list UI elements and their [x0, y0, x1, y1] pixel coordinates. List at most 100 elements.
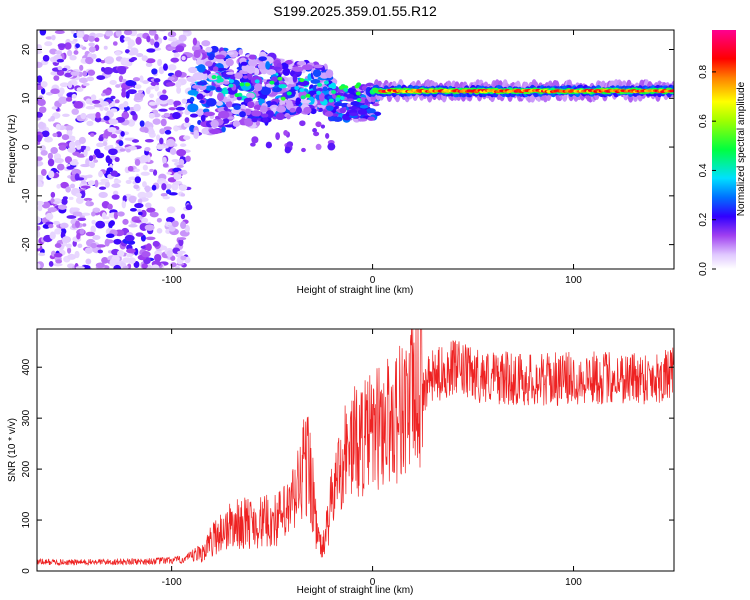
spectrogram-cell — [173, 52, 180, 58]
spectrogram-cell — [271, 66, 282, 70]
spectrogram-y-ticks: -20 -10 0 10 20 — [21, 44, 674, 252]
spectrogram-cell — [112, 190, 119, 196]
spectrogram-cell — [327, 142, 336, 151]
spectrogram-cell — [159, 128, 166, 135]
spectrogram-cell — [75, 43, 80, 49]
spectrogram-cell — [357, 118, 368, 122]
snr-x-tick-label: 100 — [565, 577, 582, 588]
spectrogram-cell — [113, 179, 122, 184]
spectrogram-cell — [55, 259, 63, 264]
spectrogram-cell — [41, 130, 50, 138]
spectrogram-cell — [101, 66, 106, 72]
spectrogram-cell — [318, 92, 325, 102]
spectrogram-cell — [105, 233, 115, 238]
spectrogram-cell — [165, 216, 175, 223]
spectrogram-cell — [191, 84, 201, 89]
spectrogram-cell — [37, 134, 42, 143]
figure-title: S199.2025.359.01.55.R12 — [273, 3, 437, 19]
spectrogram-cell — [180, 221, 187, 229]
spectrogram-cell — [76, 144, 82, 150]
spectrogram-cell — [246, 92, 255, 99]
spectrogram-cell — [55, 50, 63, 55]
spectrogram-cell — [325, 132, 330, 139]
spectrogram-cell — [142, 181, 147, 188]
spectrogram-cell — [92, 207, 101, 213]
colorbar-tick-label: 0.4 — [698, 163, 709, 177]
spectrogram-cell — [107, 127, 117, 133]
spectrogram-cell — [69, 160, 79, 166]
spectrogram-cell — [223, 80, 230, 85]
spectrogram-cell — [98, 136, 104, 142]
spectrogram-cell — [118, 140, 124, 147]
spectrogram-cell — [109, 80, 117, 86]
spectrogram-cell — [152, 169, 158, 176]
snr-y-tick-label: 200 — [21, 460, 32, 477]
spectrogram-cell — [154, 253, 162, 262]
spectrogram-cell — [175, 265, 180, 269]
spectrogram-cell — [112, 41, 118, 46]
colorbar-label: Normalized spectral amplitude — [736, 81, 747, 216]
spectrogram-cell — [135, 232, 144, 237]
spectrogram-cell — [134, 176, 141, 184]
colorbar: 0.0 0.2 0.4 0.6 0.8 Normalized spectral ampl… — [698, 30, 747, 276]
spectrogram-cell — [123, 36, 131, 42]
spectrogram-cell — [56, 58, 65, 63]
spectrogram-cell — [125, 148, 131, 153]
spectrogram-cell — [310, 79, 321, 84]
spectrogram-cell — [72, 151, 80, 156]
spectrogram-cell — [320, 124, 326, 129]
spectrogram-cell — [300, 95, 306, 100]
spectrogram-cell — [262, 117, 269, 123]
spectrogram-cell — [215, 67, 228, 71]
spectrogram-cell — [137, 89, 143, 94]
spectrogram-cell — [83, 197, 93, 202]
spectrogram-cell — [177, 170, 184, 175]
spectrogram-cell — [164, 129, 172, 135]
spectrogram-cell — [164, 221, 173, 226]
spectrogram-cell — [131, 139, 140, 143]
spectrogram-cell — [89, 161, 96, 169]
spectrogram-cell — [159, 245, 168, 251]
spectrogram-cell — [67, 81, 73, 89]
spectrogram-cell — [303, 106, 312, 114]
spectrogram-cell — [55, 131, 62, 138]
spectrogram-cell — [144, 224, 155, 231]
spectrogram-cell — [192, 72, 205, 81]
spectrogram-cell — [111, 194, 120, 200]
spectrogram-cell — [42, 54, 50, 62]
spectrogram-cell — [85, 231, 95, 237]
spectrogram-cell — [145, 243, 152, 252]
spectrogram-cell — [180, 213, 186, 220]
spectrogram-cell — [104, 56, 115, 65]
spectrogram-cell — [108, 118, 119, 125]
spectrogram-cell — [158, 66, 165, 75]
spectrogram-cell — [76, 31, 84, 38]
spectrogram-cell — [79, 228, 85, 235]
spectrogram-cell — [179, 143, 187, 147]
spectrogram-cell — [40, 81, 48, 88]
spectrogram-cell — [78, 77, 88, 84]
spectrogram-cell — [187, 66, 198, 74]
spectrogram-cell — [106, 167, 114, 173]
spectrogram-cell — [171, 220, 179, 228]
spectrogram-cell — [39, 30, 47, 36]
spectrogram-cell — [154, 41, 160, 48]
spectrogram-cell — [144, 146, 151, 152]
spectrogram-cell — [91, 219, 96, 225]
spectrogram-cell — [130, 110, 136, 116]
spectrogram-cell — [51, 34, 56, 41]
spectrogram-cell — [251, 117, 258, 123]
spectrogram-cell — [91, 53, 97, 60]
spectrogram-cell — [356, 82, 362, 87]
spectrogram-cell — [258, 56, 267, 62]
spectrogram-cell — [139, 154, 149, 163]
spectrogram-cell — [91, 211, 96, 217]
spectrogram-cell — [149, 93, 155, 99]
spectrogram-cell — [98, 170, 104, 178]
spectrogram-cell — [140, 171, 150, 176]
spectrogram-cell — [210, 86, 216, 90]
spectrogram-cell — [255, 121, 261, 126]
spectrogram-cell — [76, 232, 81, 240]
spectrogram-cell — [154, 84, 160, 92]
spectrogram-cell — [37, 230, 41, 238]
